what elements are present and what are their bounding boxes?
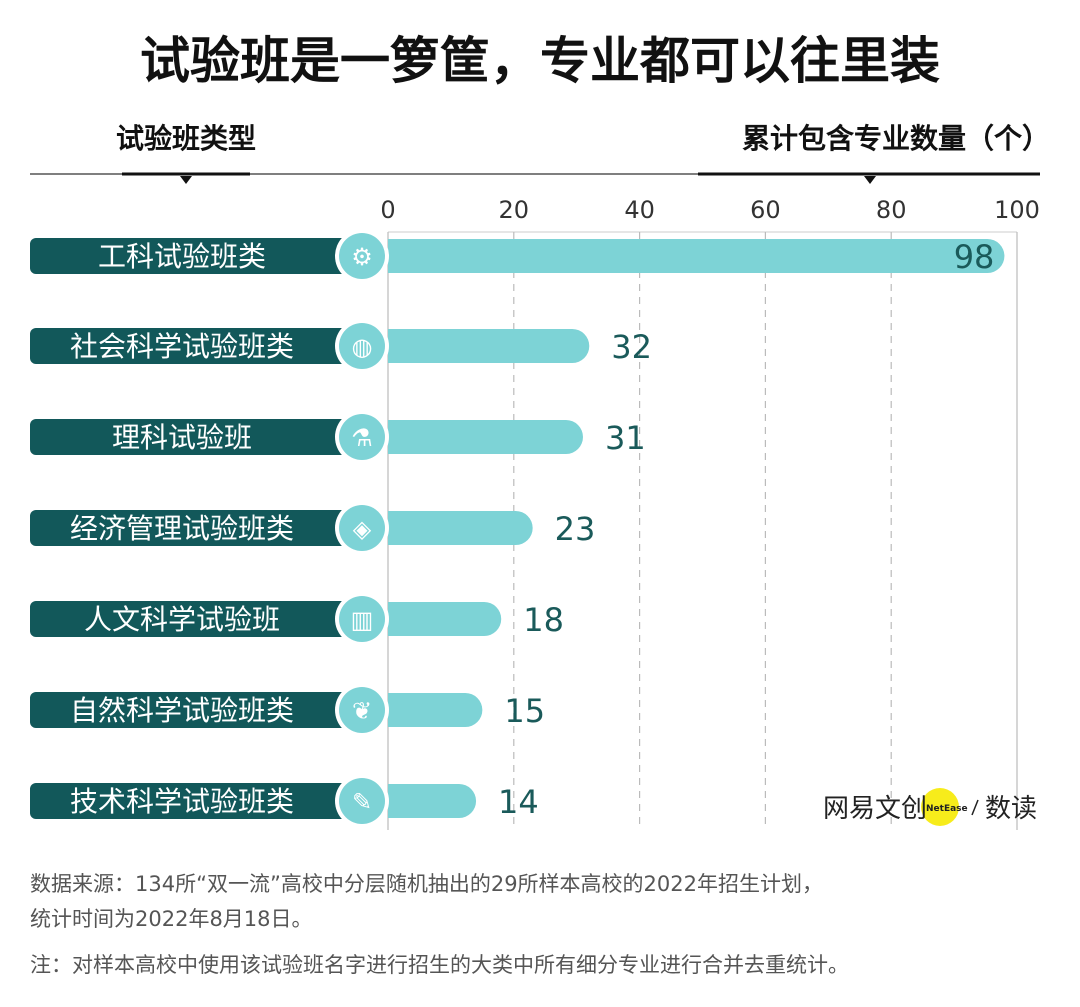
- logo-product: 数读: [985, 794, 1037, 824]
- bar-row: 技术科学试验班类 ✎ 14: [30, 774, 539, 828]
- category-label-bg: [30, 328, 360, 364]
- diamond-icon: ◈: [353, 515, 372, 543]
- category-label-bg: [30, 783, 360, 819]
- value-label: 31: [605, 419, 646, 457]
- bar: [388, 784, 477, 818]
- x-tick-label: 80: [876, 196, 907, 224]
- icon-circle: [339, 778, 385, 824]
- logo-sub: NetEase: [926, 804, 968, 814]
- category-label: 经济管理试验班类: [70, 512, 294, 545]
- category-label-bg: [30, 419, 360, 455]
- source-note-1: 数据来源：134所“双一流”高校中分层随机抽出的29所样本高校的2022年招生计…: [30, 872, 824, 896]
- icon-circle: [339, 596, 385, 642]
- x-axis-header: 累计包含专业数量（个）: [742, 122, 1050, 155]
- logo-dot: [921, 788, 959, 826]
- bar-row: 社会科学试验班类 ◍ 32: [30, 319, 652, 373]
- value-label: 23: [555, 510, 596, 548]
- icon-circle: [339, 505, 385, 551]
- bar-row: 经济管理试验班类 ◈ 23: [30, 501, 595, 555]
- bar: [388, 511, 533, 545]
- x-tick-label: 20: [499, 196, 530, 224]
- category-label: 社会科学试验班类: [70, 330, 294, 363]
- bar-base: [388, 602, 408, 636]
- source-note-2: 统计时间为2022年8月18日。: [30, 907, 313, 931]
- category-label-bg: [30, 601, 360, 637]
- value-label: 98: [954, 238, 995, 276]
- bar-base: [388, 784, 408, 818]
- bar-base: [388, 329, 408, 363]
- icon-circle: [339, 323, 385, 369]
- icon-circle: [339, 233, 385, 279]
- bar: [388, 602, 502, 636]
- chart-title: 试验班是一箩筐，专业都可以往里装: [140, 32, 940, 90]
- x-tick-label: 40: [624, 196, 655, 224]
- wrench-icon: ✎: [352, 788, 372, 816]
- x-tick-label: 60: [750, 196, 781, 224]
- bar-base: [388, 239, 408, 273]
- footnote: 注：对样本高校中使用该试验班名字进行招生的大类中所有细分专业进行合并去重统计。: [30, 953, 849, 977]
- x-tick-label: 0: [380, 196, 395, 224]
- category-label-bg: [30, 238, 360, 274]
- left-pointer-icon: [180, 176, 192, 184]
- bar-base: [388, 420, 408, 454]
- bar-base: [388, 693, 408, 727]
- category-label: 工科试验班类: [98, 240, 266, 273]
- gear-icon: ⚙: [351, 243, 373, 271]
- bar-row: 人文科学试验班 ▥ 18: [30, 592, 564, 646]
- icon-circle: [339, 687, 385, 733]
- bar: [388, 420, 583, 454]
- right-pointer-icon: [864, 176, 876, 184]
- value-label: 15: [504, 692, 545, 730]
- bar: [388, 693, 483, 727]
- category-label-bg: [30, 692, 360, 728]
- icon-circle: [339, 414, 385, 460]
- bar-base: [388, 511, 408, 545]
- y-axis-header: 试验班类型: [116, 122, 256, 155]
- bar-row: 自然科学试验班类 ❦ 15: [30, 683, 545, 737]
- bar: [388, 329, 590, 363]
- bar-row: 理科试验班 ⚗ 31: [30, 410, 646, 464]
- x-tick-label: 100: [994, 196, 1040, 224]
- value-label: 32: [611, 328, 652, 366]
- bar-row: 工科试验班类 ⚙ 98: [30, 229, 1005, 283]
- value-label: 14: [498, 783, 539, 821]
- category-label: 人文科学试验班: [84, 603, 280, 636]
- bar: [388, 239, 1005, 273]
- globe-icon: ◍: [352, 333, 373, 361]
- leaf-icon: ❦: [352, 697, 372, 725]
- book-icon: ▥: [351, 606, 374, 634]
- logo: 网易文创 NetEase 数读: [823, 788, 1037, 826]
- category-label: 理科试验班: [112, 421, 252, 454]
- logo-slash: [971, 799, 979, 816]
- category-label: 自然科学试验班类: [70, 694, 294, 727]
- category-label-bg: [30, 510, 360, 546]
- value-label: 18: [523, 601, 564, 639]
- logo-brand: 网易文创: [823, 794, 927, 824]
- category-label: 技术科学试验班类: [70, 785, 294, 818]
- flask-icon: ⚗: [351, 424, 373, 452]
